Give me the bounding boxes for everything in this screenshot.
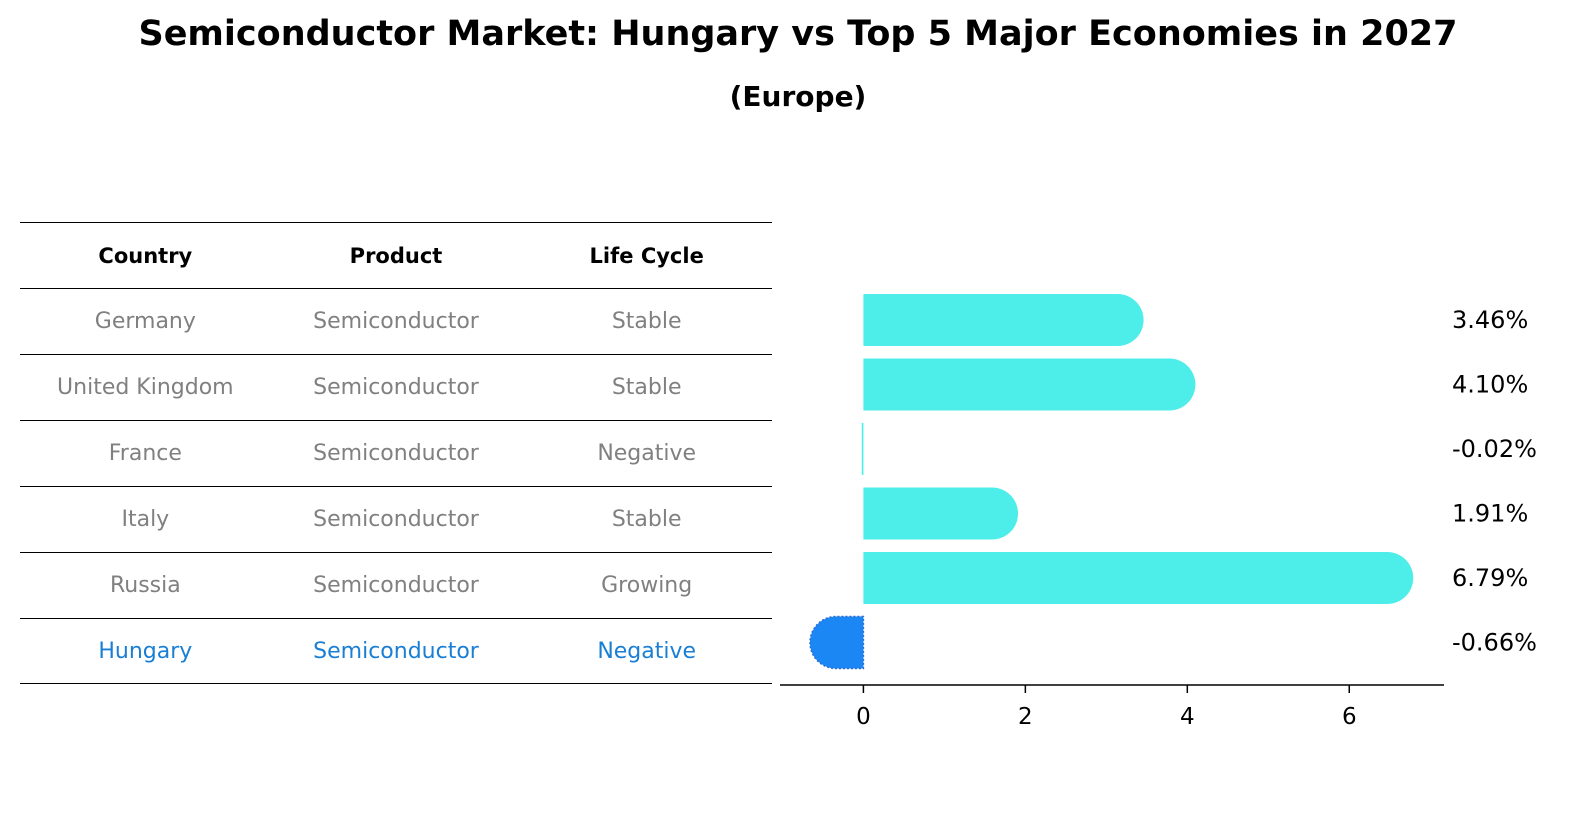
bar xyxy=(809,615,865,670)
cell-life-cycle: Stable xyxy=(611,309,682,334)
table-row: United Kingdom Semiconductor Stable xyxy=(20,354,772,420)
bar xyxy=(863,487,1019,540)
x-tick-label: 4 xyxy=(1180,704,1195,730)
bar xyxy=(863,358,1196,411)
bar xyxy=(861,423,864,475)
cell-product: Semiconductor xyxy=(313,638,479,664)
data-label: 6.79% xyxy=(1452,564,1528,592)
cell-product: Semiconductor xyxy=(313,573,479,598)
header-product: Product xyxy=(349,243,443,268)
cell-country: France xyxy=(108,441,182,466)
cell-country: Hungary xyxy=(98,638,193,664)
table-row: Italy Semiconductor Stable xyxy=(20,486,772,552)
header-country: Country xyxy=(98,243,193,268)
header-life-cycle: Life Cycle xyxy=(589,243,704,268)
x-tick-label: 0 xyxy=(856,704,871,730)
cell-country: Russia xyxy=(109,573,181,598)
table-header-row: Country Product Life Cycle xyxy=(20,222,772,288)
table-row: France Semiconductor Negative xyxy=(20,420,772,486)
bar-chart: 3.46% 4.10% -0.02% 1.91% 6.79% -0.66% 0 2 4 6 xyxy=(780,294,1537,730)
cell-life-cycle: Negative xyxy=(597,638,697,664)
table-row: Russia Semiconductor Growing xyxy=(20,552,772,618)
data-label: 1.91% xyxy=(1452,500,1528,528)
bar xyxy=(863,294,1144,346)
cell-life-cycle: Negative xyxy=(597,441,697,466)
cell-life-cycle: Stable xyxy=(611,507,682,532)
cell-product: Semiconductor xyxy=(313,309,479,334)
x-tick-label: 6 xyxy=(1342,704,1357,730)
data-label: -0.02% xyxy=(1452,435,1537,463)
cell-product: Semiconductor xyxy=(313,375,479,400)
data-label: 3.46% xyxy=(1452,306,1528,334)
chart-title: Semiconductor Market: Hungary vs Top 5 M… xyxy=(138,14,1458,54)
data-label: -0.66% xyxy=(1452,629,1537,657)
table-row-highlighted: Hungary Semiconductor Negative xyxy=(20,618,772,684)
cell-product: Semiconductor xyxy=(313,507,479,532)
x-tick-label: 2 xyxy=(1018,704,1033,730)
cell-country: Italy xyxy=(121,507,170,532)
cell-product: Semiconductor xyxy=(313,441,479,466)
data-table: Country Product Life Cycle Germany Semic… xyxy=(20,222,772,684)
data-label: 4.10% xyxy=(1452,371,1528,399)
cell-life-cycle: Growing xyxy=(601,573,693,598)
chart-subtitle: (Europe) xyxy=(729,80,867,113)
cell-country: United Kingdom xyxy=(57,375,234,400)
table-row: Germany Semiconductor Stable xyxy=(20,288,772,354)
bar xyxy=(863,552,1414,604)
cell-life-cycle: Stable xyxy=(611,375,682,400)
cell-country: Germany xyxy=(94,309,196,334)
